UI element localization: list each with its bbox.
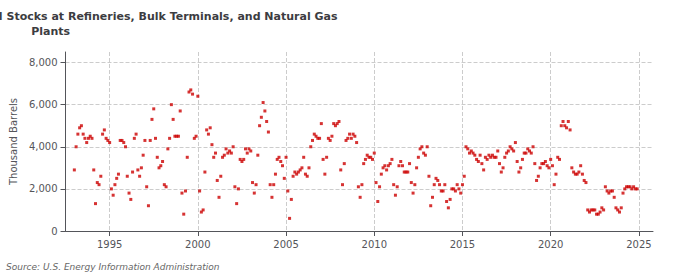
svg-text:Monthly Connecticut Distillate: Monthly Connecticut Distillate Fuel Oil … — [0, 10, 338, 23]
svg-text:Thousand Barrels: Thousand Barrels — [8, 98, 19, 186]
svg-text:Source: U.S. Energy Informatio: Source: U.S. Energy Information Administ… — [6, 262, 220, 272]
svg-text:2005: 2005 — [273, 239, 298, 250]
svg-text:0: 0 — [51, 226, 57, 237]
svg-text:6,000: 6,000 — [29, 99, 58, 110]
svg-text:2025: 2025 — [626, 239, 651, 250]
svg-text:2010: 2010 — [362, 239, 387, 250]
svg-text:4,000: 4,000 — [29, 141, 58, 152]
svg-text:Plants: Plants — [31, 25, 70, 38]
svg-text:2020: 2020 — [538, 239, 563, 250]
svg-text:1995: 1995 — [97, 239, 122, 250]
svg-text:8,000: 8,000 — [29, 57, 58, 68]
svg-text:2,000: 2,000 — [29, 183, 58, 194]
svg-text:2000: 2000 — [185, 239, 210, 250]
svg-text:2015: 2015 — [450, 239, 475, 250]
